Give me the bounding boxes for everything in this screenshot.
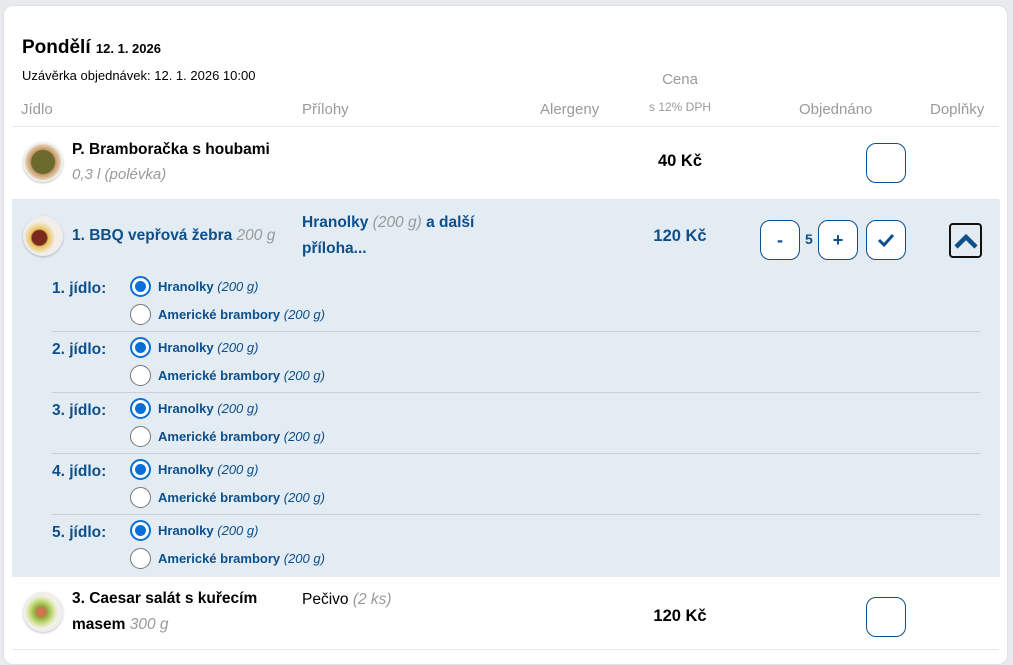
food-detail: 0,3 l (polévka) [72,166,167,183]
side-option-label[interactable]: Americké brambory (200 g) [158,429,325,444]
food-sides: Pečivo (2 ks) [302,591,392,608]
food-price: 120 Kč [653,607,707,625]
row-divider [12,649,999,650]
side-group-label: 5. jídlo: [52,524,107,541]
side-group-label: 1. jídlo: [52,280,107,297]
decrease-quantity-button[interactable]: - [760,220,800,260]
header-price-note: s 12% DPH [648,100,712,114]
side-option-label[interactable]: Hranolky (200 g) [158,401,259,416]
side-option-label[interactable]: Hranolky (200 g) [158,279,259,294]
menu-row: P. Bramboračka s houbami 0,3 l (polévka)… [12,127,1000,199]
side-group-label: 3. jídlo: [52,402,107,419]
order-checkbox-checked[interactable] [866,220,906,260]
side-option-radio[interactable] [130,487,151,508]
side-option-label[interactable]: Americké brambory (200 g) [158,490,325,505]
side-option-radio[interactable] [130,426,151,447]
food-name: P. Bramboračka s houbami [72,141,270,158]
side-option-radio[interactable] [130,520,151,541]
group-divider [52,331,980,332]
group-divider [52,392,980,393]
collapse-extras-button[interactable] [949,223,982,258]
quantity-value: 5 [805,231,813,247]
order-checkbox[interactable] [866,143,906,183]
side-option-radio[interactable] [130,304,151,325]
menu-row: 3. Caesar salát s kuřecím masem 300 g Pe… [12,577,1000,649]
group-divider [52,514,980,515]
group-divider [52,453,980,454]
side-option-radio[interactable] [130,365,151,386]
soup-bowl-icon [23,142,63,182]
side-option-radio[interactable] [130,548,151,569]
side-option-radio[interactable] [130,337,151,358]
header-sides: Přílohy [302,101,349,118]
order-checkbox[interactable] [866,597,906,637]
side-option-label[interactable]: Hranolky (200 g) [158,340,259,355]
food-name: 1. BBQ vepřová žebra 200 g [72,227,276,244]
side-option-label[interactable]: Americké brambory (200 g) [158,551,325,566]
food-price: 120 Kč [653,227,707,245]
ribs-plate-icon [23,216,63,256]
day-title: Pondělí 12. 1. 2026 [22,37,161,58]
order-deadline: Uzávěrka objednávek: 12. 1. 2026 10:00 [22,68,256,83]
chevron-up-icon [953,233,978,249]
header-allergens: Alergeny [540,101,600,118]
selected-sides[interactable]: Hranolky (200 g) a další příloha... [302,214,475,257]
row-divider [12,199,999,200]
side-group-label: 4. jídlo: [52,463,107,480]
increase-quantity-button[interactable]: + [818,220,858,260]
menu-row-expanded: 1. BBQ vepřová žebra 200 g Hranolky (200… [12,200,1000,577]
header-food: Jídlo [21,101,53,118]
header-extras: Doplňky [930,101,985,118]
header-divider [12,126,999,127]
side-option-label[interactable]: Hranolky (200 g) [158,462,259,477]
side-option-label[interactable]: Americké brambory (200 g) [158,368,325,383]
food-name: 3. Caesar salát s kuřecím masem 300 g [72,590,258,633]
check-icon [877,233,895,248]
side-option-radio[interactable] [130,459,151,480]
side-option-label[interactable]: Americké brambory (200 g) [158,307,325,322]
header-ordered: Objednáno [799,101,873,118]
day-menu-card: Pondělí 12. 1. 2026 Uzávěrka objednávek:… [3,5,1008,665]
side-option-radio[interactable] [130,276,151,297]
food-price: 40 Kč [657,152,703,170]
header-price: Cena [662,71,698,88]
side-option-label[interactable]: Hranolky (200 g) [158,523,259,538]
side-group-label: 2. jídlo: [52,341,107,358]
salad-plate-icon [23,592,63,632]
side-option-radio[interactable] [130,398,151,419]
